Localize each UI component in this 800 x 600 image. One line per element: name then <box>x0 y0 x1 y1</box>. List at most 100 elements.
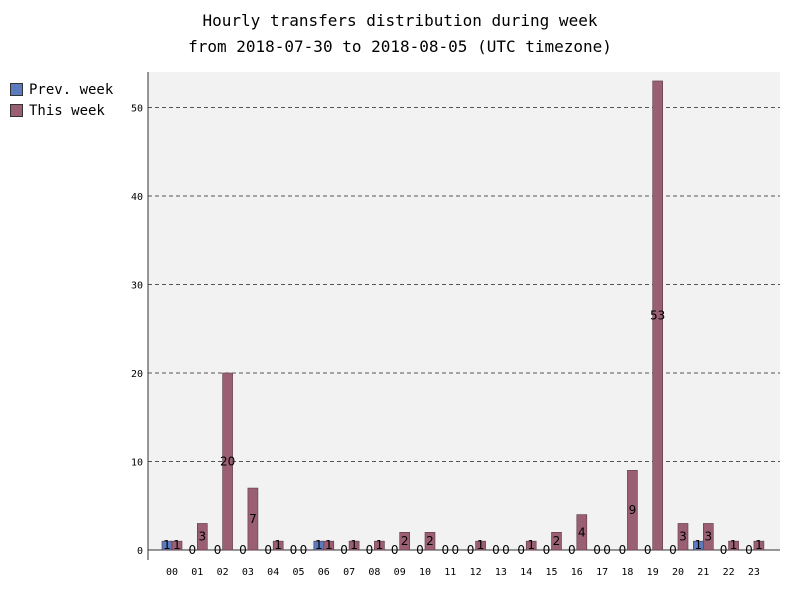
y-tick-label: 0 <box>137 546 143 557</box>
bar-this-week <box>677 523 689 551</box>
bar-this-week <box>222 372 233 551</box>
data-label: 0 <box>366 543 374 557</box>
bar-this-week <box>753 540 765 551</box>
data-label: 0 <box>188 543 196 557</box>
data-label: 0 <box>340 543 348 557</box>
data-label: 1 <box>163 538 171 552</box>
bar-this-week <box>551 531 562 551</box>
x-tick-label: 22 <box>723 567 735 578</box>
data-label: 7 <box>249 512 257 526</box>
x-tick-label: 16 <box>571 567 583 578</box>
data-label: 1 <box>527 538 535 552</box>
data-label: 0 <box>214 543 222 557</box>
data-label: 0 <box>543 543 551 557</box>
data-label: 1 <box>173 538 181 552</box>
data-label: 1 <box>325 538 333 552</box>
y-tick-label: 10 <box>131 458 143 469</box>
x-tick-label: 10 <box>419 567 431 578</box>
x-tick-label: 09 <box>394 567 406 578</box>
data-label: 0 <box>239 543 247 557</box>
x-tick-label: 06 <box>318 567 330 578</box>
x-tick-label: 18 <box>621 567 633 578</box>
legend: Prev. week This week <box>10 79 113 121</box>
data-label: 1 <box>730 538 738 552</box>
x-tick-label: 14 <box>520 567 532 578</box>
data-label: 0 <box>745 543 753 557</box>
bar-this-week <box>525 540 537 551</box>
data-label: 0 <box>467 543 475 557</box>
data-label: 0 <box>517 543 525 557</box>
data-label: 1 <box>350 538 358 552</box>
x-tick-label: 19 <box>647 567 659 578</box>
data-label: 2 <box>553 534 561 548</box>
data-label: 0 <box>619 543 627 557</box>
y-tick-label: 40 <box>131 192 143 203</box>
bar-this-week <box>627 470 638 551</box>
y-tick-label: 20 <box>131 369 143 380</box>
bar-this-week <box>247 487 259 551</box>
x-tick-label: 23 <box>748 567 760 578</box>
x-tick-label: 17 <box>596 567 608 578</box>
data-label: 53 <box>650 308 665 322</box>
data-label: 0 <box>391 543 399 557</box>
legend-swatch-prev-week <box>10 83 23 96</box>
data-label: 20 <box>220 455 235 469</box>
data-label: 0 <box>492 543 500 557</box>
data-label: 1 <box>477 538 485 552</box>
data-label: 0 <box>502 543 510 557</box>
data-label: 2 <box>401 534 409 548</box>
x-tick-label: 11 <box>444 567 456 578</box>
data-label: 0 <box>669 543 677 557</box>
bar-this-week <box>652 80 664 551</box>
data-label: 0 <box>644 543 652 557</box>
x-tick-label: 08 <box>368 567 380 578</box>
bar-this-week <box>348 540 360 551</box>
data-label: 0 <box>593 543 601 557</box>
x-tick-label: 15 <box>545 567 557 578</box>
bar-this-week <box>702 523 714 551</box>
x-tick-label: 03 <box>242 567 254 578</box>
legend-item-prev-week[interactable]: Prev. week <box>10 79 113 100</box>
x-tick-label: 05 <box>292 567 304 578</box>
bar-this-week <box>323 540 335 551</box>
data-label: 1 <box>694 538 702 552</box>
bar-this-week <box>399 531 411 551</box>
bar-this-week <box>374 540 385 551</box>
y-tick-label: 50 <box>131 104 143 115</box>
data-label: 4 <box>578 525 586 539</box>
bar-this-week <box>197 523 208 551</box>
data-label: 1 <box>755 538 763 552</box>
bar-this-week <box>728 540 739 551</box>
bar-this-week <box>272 540 284 551</box>
data-label: 0 <box>603 543 611 557</box>
data-label: 3 <box>198 530 206 544</box>
bar-this-week <box>171 540 183 551</box>
bar-this-week <box>475 540 486 551</box>
x-tick-label: 00 <box>166 567 178 578</box>
data-label: 0 <box>441 543 449 557</box>
data-label: 3 <box>704 530 712 544</box>
data-label: 0 <box>264 543 272 557</box>
data-label: 9 <box>629 503 637 517</box>
x-tick-label: 02 <box>217 567 229 578</box>
data-label: 0 <box>720 543 728 557</box>
x-tick-label: 04 <box>267 567 279 578</box>
x-tick-label: 21 <box>697 567 709 578</box>
bar-this-week <box>576 514 588 551</box>
legend-swatch-this-week <box>10 104 23 117</box>
legend-item-this-week[interactable]: This week <box>10 100 113 121</box>
data-label: 1 <box>376 538 384 552</box>
data-label: 3 <box>679 530 687 544</box>
x-tick-label: 13 <box>495 567 507 578</box>
data-label: 0 <box>416 543 424 557</box>
data-label: 0 <box>451 543 459 557</box>
legend-label-prev-week: Prev. week <box>29 81 114 98</box>
data-label: 1 <box>274 538 282 552</box>
x-tick-label: 20 <box>672 567 684 578</box>
y-tick-label: 30 <box>131 281 143 292</box>
x-tick-label: 12 <box>470 567 482 578</box>
chart-title: Hourly transfers distribution during wee… <box>202 11 598 30</box>
data-label: 2 <box>426 534 434 548</box>
bar-this-week <box>424 531 436 551</box>
